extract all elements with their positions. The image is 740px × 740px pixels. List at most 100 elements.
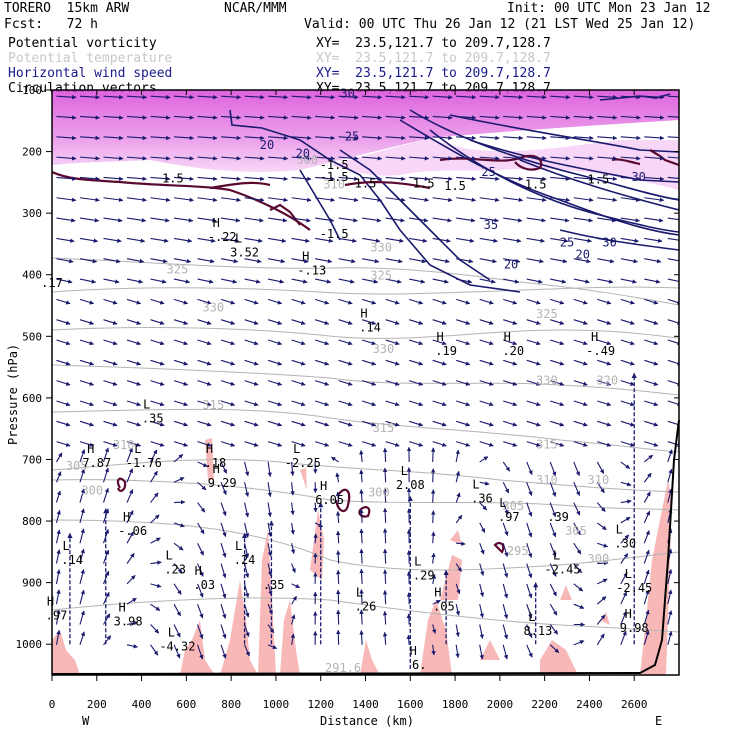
circulation-vector [103,319,118,325]
circulation-vector [173,624,181,638]
circulation-vector [456,115,477,120]
circulation-vector [244,522,250,538]
y-tick-label: 600 [22,392,42,405]
circulation-vector [244,176,265,181]
circulation-vector [526,298,541,305]
extremum-value: 3.52 [230,245,259,259]
circulation-vector [549,502,557,518]
circulation-vector [526,339,541,346]
circulation-vector [644,115,665,120]
circulation-vector [573,603,585,609]
circulation-vector [385,258,403,264]
circulation-vector [643,609,650,625]
circulation-vector [79,508,85,524]
circulation-vector [432,599,441,605]
theta-contour-label: 295 [507,544,529,558]
circulation-vector [79,298,95,305]
circulation-vector [667,115,679,118]
circulation-vector [644,237,663,243]
circulation-vector [55,569,61,584]
circulation-vector [150,603,161,611]
circulation-vector [55,490,62,503]
circulation-vector [56,197,77,203]
circulation-vector [573,156,594,161]
circulation-vector [526,441,541,447]
circulation-vector [409,135,430,141]
circulation-vector [550,237,569,243]
circulation-vector [667,568,673,584]
circulation-vector [267,543,273,557]
extremum-value: .20 [502,344,524,358]
circulation-vector [103,400,118,407]
circulation-vector [197,461,208,468]
circulation-vector [382,467,388,483]
wind-speed-contour [519,159,679,211]
circulation-vector [244,278,261,284]
extremum-value: 6. [412,658,426,672]
circulation-vector [644,319,659,325]
circulation-vector [667,449,673,463]
circulation-vector [335,511,341,523]
circulation-vector [573,482,581,496]
x-tick-label: 1400 [352,698,379,711]
circulation-vector [267,339,283,346]
circulation-vector [197,502,206,513]
circulation-vector [315,156,336,161]
wind-speed-label: 20 [260,138,274,152]
circulation-vector [174,135,195,141]
circulation-vector [291,237,310,243]
circulation-vector [456,278,473,284]
circulation-vector [221,156,242,161]
circulation-vector [197,380,212,386]
circulation-vector [359,630,364,645]
circulation-vector [338,176,359,181]
theta-contour-label: 315 [373,421,395,435]
x-axis-label: Distance (km) [320,714,414,728]
theta-contour [52,597,679,633]
theta-contour-label: 310 [536,473,558,487]
circulation-vector [267,644,278,649]
circulation-vector [291,176,312,181]
x-end-west: W [82,714,90,728]
circulation-vector [432,359,447,366]
circulation-vector [503,237,522,243]
circulation-vector [667,420,679,427]
circulation-vector [244,583,250,598]
circulation-vector [644,420,659,427]
circulation-vector [220,441,236,447]
circulation-vector [103,420,118,427]
circulation-vector [174,115,195,120]
circulation-vector [431,644,436,656]
theta-contour-label: 305 [66,459,88,473]
extremum-value: -2.45 [544,562,580,576]
circulation-vector [503,115,524,120]
circulation-vector [79,197,100,203]
circulation-vector [667,237,679,241]
circulation-vector [503,441,518,447]
circulation-vector [359,508,364,523]
pv-contour-label: -1.5 [320,170,349,184]
circulation-vector [173,237,193,243]
circulation-vector [549,543,557,558]
circulation-vector [173,380,189,386]
circulation-vector [56,441,71,447]
circulation-vector [550,380,565,386]
pv-contour-label: 1.5 [162,171,184,185]
circulation-vector [667,197,679,200]
circulation-vector [220,217,241,223]
circulation-vector [220,237,240,243]
circulation-vector [220,298,236,305]
circulation-vector [409,359,424,366]
circulation-vector [644,278,661,284]
circulation-vector [220,563,227,579]
circulation-vector [338,135,359,141]
circulation-vector [620,591,628,605]
circulation-vector [362,197,383,203]
circulation-vector [55,549,61,564]
circulation-vector [361,441,377,447]
circulation-vector [549,644,560,654]
circulation-vector [597,560,609,566]
circulation-vector [103,441,118,447]
circulation-vector [338,380,353,386]
circulation-vector [173,217,194,223]
